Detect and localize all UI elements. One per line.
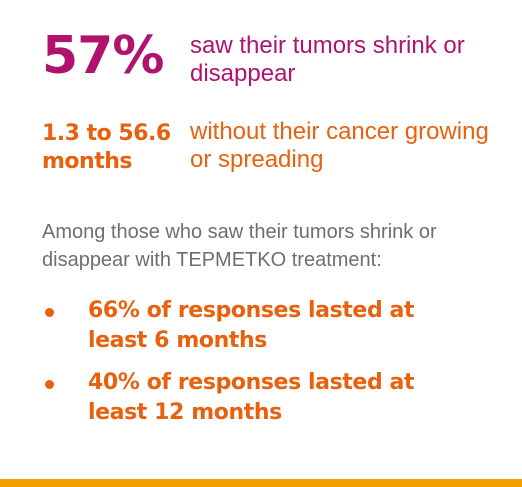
list-item: 40% of responses lasted at least 12 mont… — [42, 368, 448, 428]
response-rate-stat: 57% — [42, 26, 164, 86]
duration-range-description: without their cancer growing or spreadin… — [190, 118, 489, 173]
bottom-accent-bar — [0, 479, 522, 487]
intro-text: Among those who saw their tumors shrink … — [42, 221, 437, 271]
response-duration-list: 66% of responses lasted at least 6 month… — [42, 296, 448, 440]
bullet-dot-icon — [45, 308, 54, 317]
bullet-text: 40% of responses lasted at least 12 mont… — [88, 370, 415, 425]
duration-range-stat: 1.3 to 56.6 months — [42, 121, 171, 174]
bullet-text: 66% of responses lasted at least 6 month… — [88, 298, 415, 353]
list-item: 66% of responses lasted at least 6 month… — [42, 296, 448, 356]
response-rate-description: saw their tumors shrink or disappear — [190, 32, 465, 87]
bullet-dot-icon — [45, 380, 54, 389]
